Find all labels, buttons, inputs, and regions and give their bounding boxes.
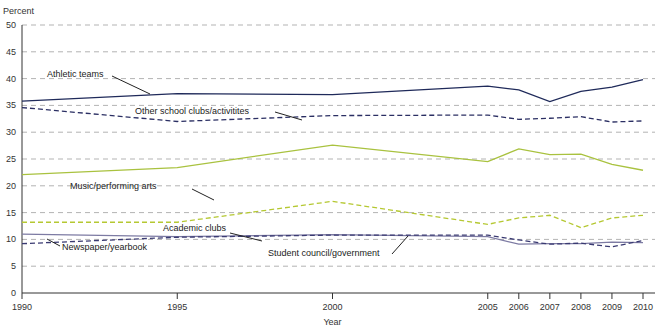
label-leader [47, 239, 60, 246]
y-tick-label: 5 [11, 261, 16, 271]
series-label: Newspaper/yearbook [62, 242, 148, 252]
y-tick-label: 0 [11, 288, 16, 298]
grid-line [22, 132, 655, 133]
series-line [22, 80, 643, 102]
x-tick-label: 2006 [509, 302, 529, 312]
grid-line [22, 25, 655, 26]
y-tick-label: 35 [6, 100, 16, 110]
x-tick [580, 293, 581, 299]
y-tick-label: 20 [6, 181, 16, 191]
series-label: Academic clubs [163, 223, 227, 233]
y-tick-label: 40 [6, 74, 16, 84]
grid-line [22, 159, 655, 160]
series-label: Other school clubs/activitites [135, 106, 250, 116]
x-tick-label: 2010 [633, 302, 653, 312]
x-tick [177, 293, 178, 299]
x-tick-label: 2007 [540, 302, 560, 312]
series-label: Music/performing arts [70, 181, 157, 191]
grid-line [22, 212, 655, 213]
x-tick [518, 293, 519, 299]
grid-line [22, 51, 655, 52]
x-axis-title: Year [323, 317, 341, 327]
x-tick-label: 1995 [167, 302, 187, 312]
x-tick [487, 293, 488, 299]
grid-line [22, 266, 655, 267]
label-leader [230, 233, 262, 241]
y-tick-label: 50 [6, 20, 16, 30]
x-tick [549, 293, 550, 299]
series-label: Athletic teams [47, 69, 104, 79]
y-tick-label: 25 [6, 154, 16, 164]
x-tick [611, 293, 612, 299]
label-leader [112, 76, 150, 94]
label-leader [275, 112, 302, 120]
y-tick-label: 15 [6, 208, 16, 218]
x-tick-label: 2009 [602, 302, 622, 312]
y-tick-label: 45 [6, 47, 16, 57]
x-tick [22, 293, 23, 299]
series-label: Student council/government [268, 248, 380, 258]
chart: 0 5 10 15 20 25 30 35 40 45 50 1990 1995 2000 2005 2006… [0, 0, 660, 329]
x-axis [22, 293, 655, 294]
series-line [22, 201, 643, 227]
label-leader [392, 236, 408, 254]
y-axis-title: Percent [3, 6, 35, 16]
x-tick [332, 293, 333, 299]
y-axis [22, 25, 23, 293]
label-leader [192, 189, 214, 200]
x-tick-label: 1990 [12, 302, 32, 312]
plot-area [22, 80, 643, 247]
x-tick [643, 293, 644, 299]
series-line [22, 145, 643, 174]
x-tick-label: 2008 [571, 302, 591, 312]
y-tick-label: 10 [6, 234, 16, 244]
grid-line [22, 239, 655, 240]
grid-line [22, 105, 655, 106]
x-tick-label: 2000 [322, 302, 342, 312]
series-line [22, 108, 643, 122]
x-tick-label: 2005 [478, 302, 498, 312]
y-tick-label: 30 [6, 127, 16, 137]
